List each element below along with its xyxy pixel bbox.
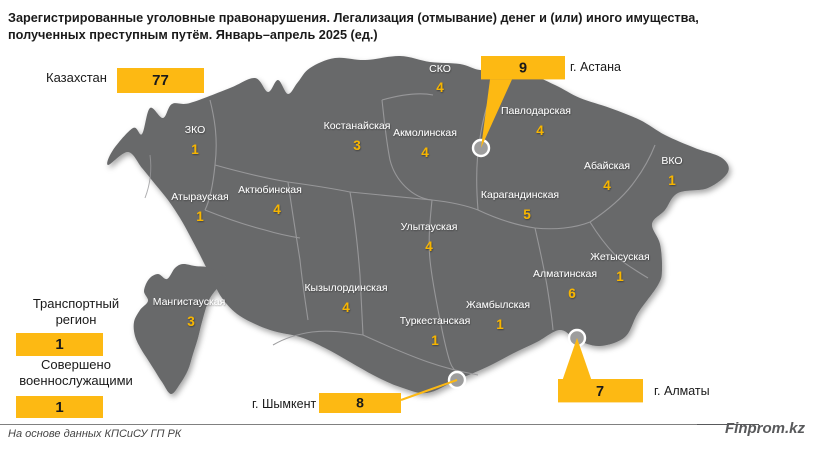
svg-text:8: 8 bbox=[356, 395, 364, 411]
